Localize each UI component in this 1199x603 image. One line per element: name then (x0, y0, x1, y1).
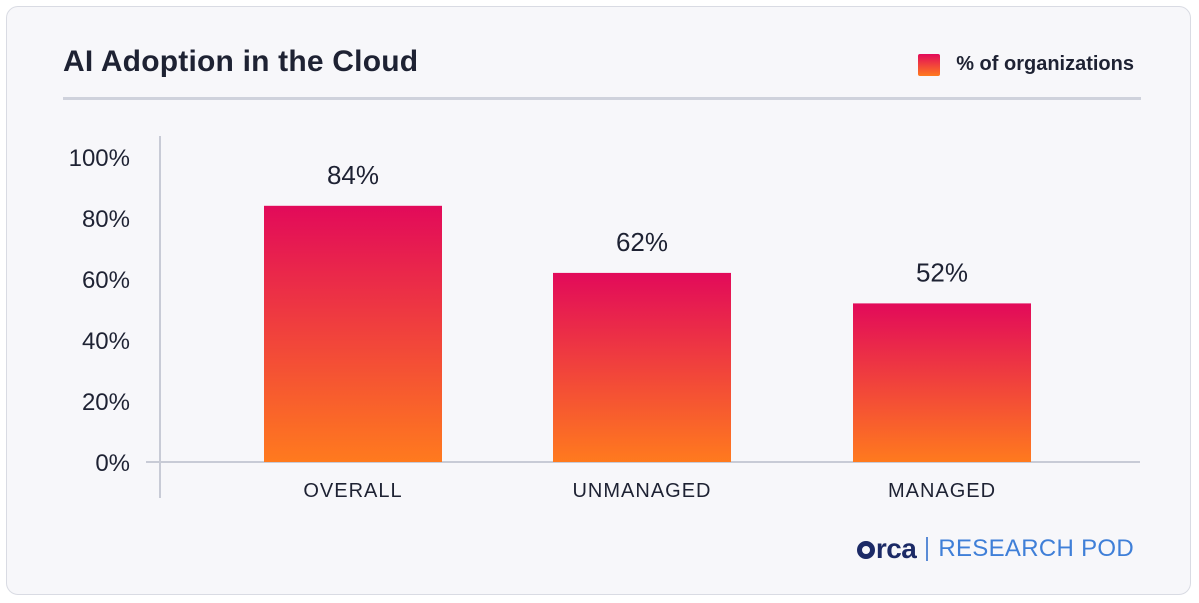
y-tick-label: 100% (69, 145, 130, 172)
y-tick-label: 20% (82, 389, 130, 416)
header-divider (63, 97, 1141, 100)
orca-logo: rca (856, 533, 917, 565)
category-label: MANAGED (888, 480, 996, 502)
legend-label: % of organizations (956, 53, 1134, 75)
y-tick-label: 60% (82, 267, 130, 294)
brand-footer: rca RESEARCH POD (856, 533, 1134, 565)
legend-swatch (918, 53, 941, 76)
category-label: OVERALL (303, 480, 402, 502)
bar-overall (264, 205, 442, 463)
data-label: 84% (327, 160, 379, 190)
category-label: UNMANAGED (572, 480, 711, 502)
brand-separator (926, 537, 929, 561)
data-label: 62% (616, 227, 668, 257)
orca-logo-o-icon (856, 541, 875, 559)
legend: % of organizations (918, 53, 1134, 76)
orca-logo-text: rca (875, 533, 917, 564)
y-tick-label: 0% (95, 450, 130, 477)
bar-unmanaged (553, 272, 731, 462)
chart-title: AI Adoption in the Cloud (63, 45, 419, 78)
brand-label: RESEARCH POD (938, 535, 1134, 562)
y-tick-label: 80% (82, 206, 130, 233)
bar-managed (853, 303, 1031, 462)
data-label: 52% (916, 257, 968, 287)
y-tick-label: 40% (82, 328, 130, 355)
